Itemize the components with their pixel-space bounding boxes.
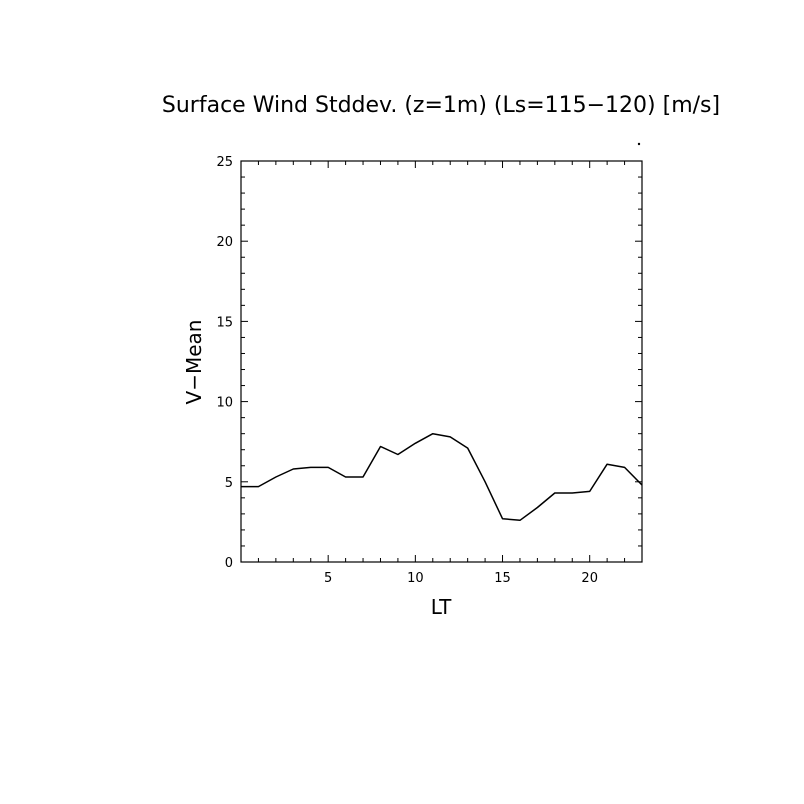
series-layer bbox=[241, 432, 643, 522]
x-axis-label: LT bbox=[431, 595, 452, 619]
y-tick-label: 5 bbox=[225, 476, 233, 491]
y-tick-label: 25 bbox=[216, 155, 233, 170]
y-tick-label: 10 bbox=[216, 396, 233, 411]
y-axis-label: V−Mean bbox=[182, 320, 206, 405]
x-tick-label: 10 bbox=[407, 571, 424, 586]
x-tick-label: 5 bbox=[324, 571, 332, 586]
x-tick-label: 20 bbox=[581, 571, 598, 586]
axes: 0 5 10 15 20 25 5 10 15 20 bbox=[216, 155, 643, 586]
chart-title: Surface Wind Stddev. (z=1m) (Ls=115−120)… bbox=[162, 93, 720, 118]
y-tick-label: 15 bbox=[216, 315, 233, 330]
x-tick-label: 15 bbox=[494, 571, 511, 586]
y-tick-label: 0 bbox=[225, 556, 233, 571]
plot-frame bbox=[240, 160, 643, 563]
corner-dot bbox=[637, 142, 641, 146]
y-tick-label: 20 bbox=[216, 235, 233, 250]
series-line bbox=[241, 432, 643, 522]
